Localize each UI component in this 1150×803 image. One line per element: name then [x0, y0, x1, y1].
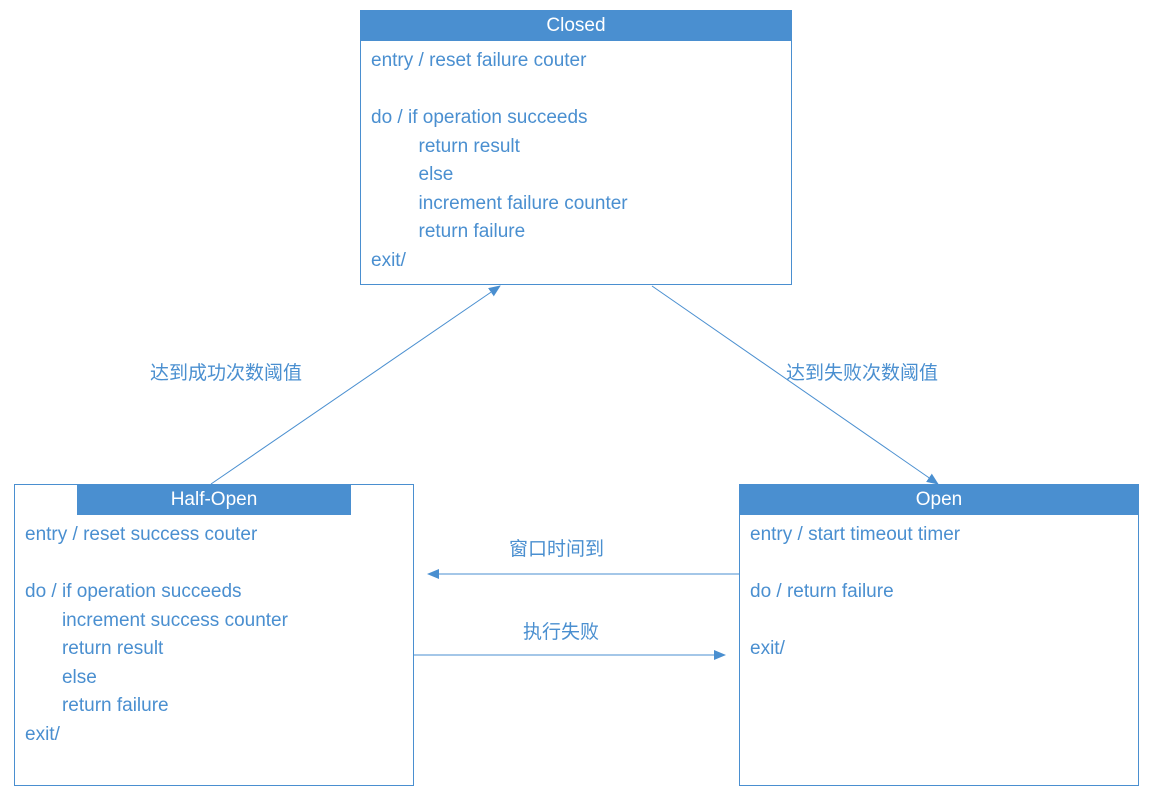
state-header-halfopen: Half-Open	[77, 485, 351, 515]
state-open: Openentry / start timeout timer do / ret…	[739, 484, 1139, 786]
edge-label-success-threshold: 达到成功次数阈值	[150, 358, 302, 385]
edge-label-failure-threshold: 达到失败次数阈值	[786, 358, 938, 385]
state-body-closed: entry / reset failure couter do / if ope…	[361, 41, 791, 281]
state-halfopen: Half-Openentry / reset success couter do…	[14, 484, 414, 786]
edge-success-threshold	[211, 286, 500, 484]
edge-label-exec-fail: 执行失败	[523, 617, 599, 644]
edge-failure-threshold	[652, 286, 938, 484]
state-closed: Closedentry / reset failure couter do / …	[360, 10, 792, 285]
state-header-closed: Closed	[361, 11, 791, 41]
state-header-open: Open	[740, 485, 1138, 515]
state-body-halfopen: entry / reset success couter do / if ope…	[15, 515, 413, 755]
state-body-open: entry / start timeout timer do / return …	[740, 515, 1138, 670]
edge-label-window-timeout: 窗口时间到	[509, 534, 604, 561]
